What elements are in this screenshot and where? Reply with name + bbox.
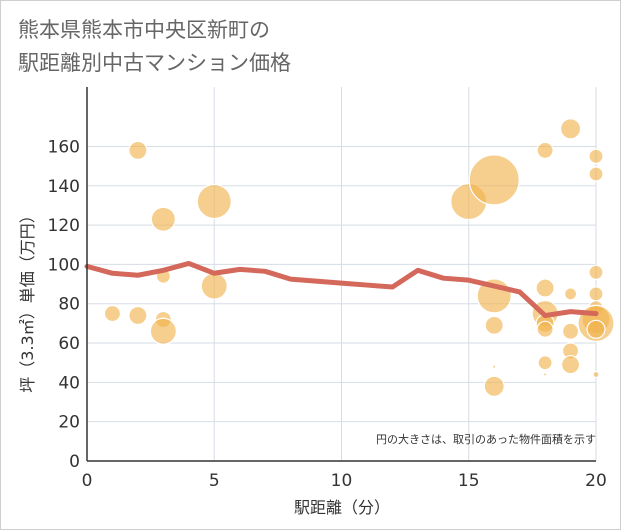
data-bubble [561,322,580,340]
data-bubble [536,141,554,160]
y-tick-label: 60 [58,334,80,354]
bubbles [103,118,615,397]
y-tick-label: 20 [58,413,80,433]
data-bubble [149,317,177,345]
x-tick-label: 10 [331,471,353,491]
chart-title: 熊本県熊本市中央区新町の 駅距離別中古マンション価格 [18,14,578,80]
tick-labels: 0 20 40 60 80 100 120 140 160 0 5 10 15 20 [48,137,607,491]
data-bubble [536,320,554,338]
data-bubble [588,286,604,302]
data-bubble [563,287,578,301]
data-bubble [493,365,496,368]
bubble-size-note: 円の大きさは、取引のあった物件面積を示す [376,432,596,446]
data-bubble [128,140,148,161]
data-bubble [588,264,604,280]
y-tick-label: 80 [58,295,80,315]
y-tick-label: 120 [48,216,80,236]
y-tick-label: 140 [48,177,80,197]
data-bubble [103,304,122,323]
data-bubble [537,355,553,371]
y-tick-label: 160 [48,137,80,157]
y-tick-label: 0 [69,452,80,472]
average-line-layer [84,260,599,319]
data-bubble [200,272,228,300]
data-bubble [544,373,547,376]
data-bubble [559,118,582,140]
data-bubble [588,148,604,164]
data-bubble [484,315,504,335]
data-bubble [128,305,148,326]
data-bubble [196,183,232,220]
data-bubble [588,166,604,182]
data-bubble [483,375,505,397]
data-bubble [560,355,581,375]
x-tick-label: 5 [209,471,220,491]
chart-title-line-1: 熊本県熊本市中央区新町の [18,18,270,42]
x-tick-label: 20 [585,471,607,491]
chart-title-line-2: 駅距離別中古マンション価格 [18,51,291,75]
data-bubble [150,206,176,232]
x-axis-label: 駅距離（分） [294,498,390,517]
average-price-line [84,260,599,319]
x-tick-label: 0 [82,471,93,491]
data-bubble [592,370,600,379]
data-bubble [586,319,606,339]
data-bubble [468,154,520,206]
data-bubble [535,278,555,298]
x-tick-label: 15 [458,471,480,491]
y-tick-label: 40 [58,373,80,393]
y-tick-label: 100 [48,255,80,275]
y-axis-label: 坪（3.3㎡）単価（万円） [18,207,37,392]
axes [86,87,596,462]
